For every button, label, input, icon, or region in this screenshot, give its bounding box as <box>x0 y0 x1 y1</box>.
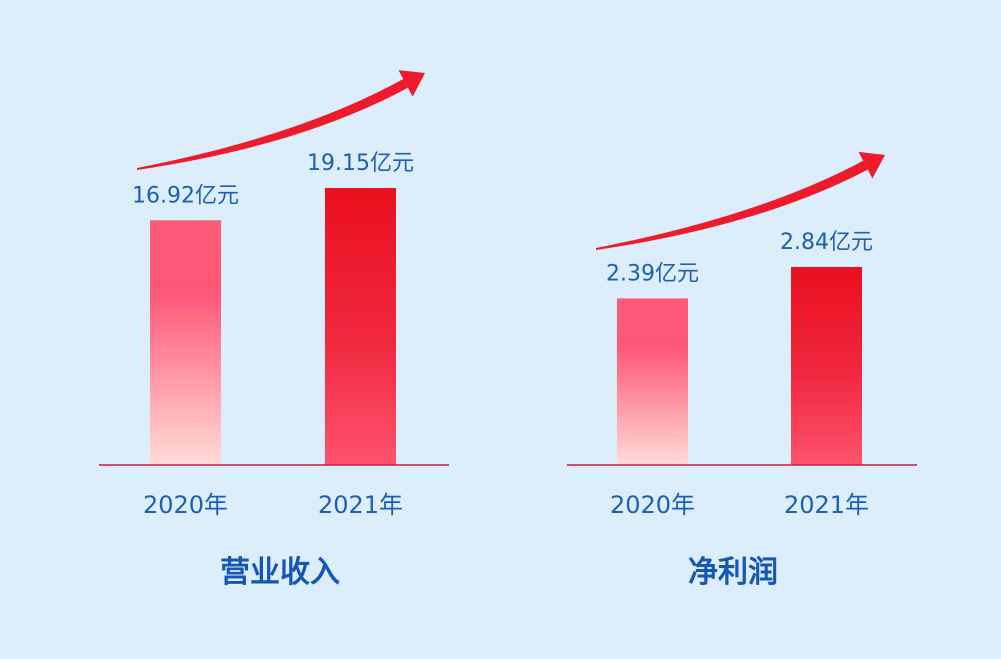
chart-title: 净利润 <box>688 555 778 590</box>
bar-1 <box>150 220 221 465</box>
chart-title: 营业收入 <box>220 555 340 590</box>
data-label: 2.84亿元 <box>780 230 873 255</box>
category-label: 2021年 <box>318 491 403 519</box>
arrowhead-icon <box>858 151 885 179</box>
data-label: 2.39亿元 <box>606 261 699 286</box>
data-label: 16.92亿元 <box>132 183 239 208</box>
category-label: 2021年 <box>784 491 869 519</box>
category-label: 2020年 <box>143 491 228 519</box>
bar-2 <box>325 188 396 465</box>
data-label: 19.15亿元 <box>307 151 414 176</box>
arrowhead-icon <box>398 70 425 97</box>
category-label: 2020年 <box>610 491 695 519</box>
bar-1 <box>617 298 688 465</box>
bar-2 <box>791 267 862 465</box>
